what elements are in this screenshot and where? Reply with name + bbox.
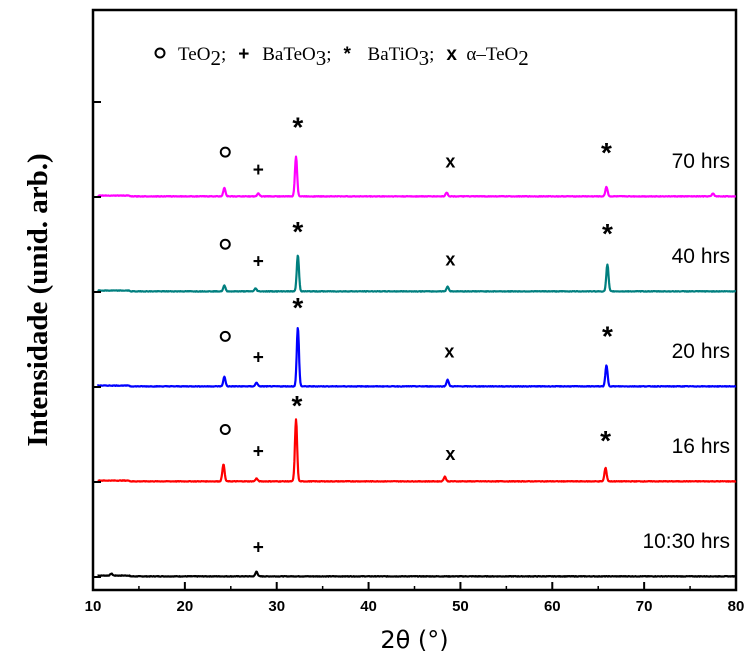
batio3-marker: * bbox=[602, 218, 613, 249]
tio2-marker bbox=[219, 146, 231, 158]
phase-markers: + + * x * + * x * + * x * + * x * bbox=[219, 112, 613, 558]
bateo3-marker: + bbox=[253, 251, 264, 272]
series-label: 10:30 hrs bbox=[642, 530, 730, 553]
alpha-teo2-marker: x bbox=[445, 152, 455, 172]
x-tick-label: 30 bbox=[268, 598, 285, 615]
series-labels: 10:30 hrs 16 hrs 20 hrs 40 hrs 70 hrs bbox=[642, 150, 730, 553]
series-label: 70 hrs bbox=[672, 150, 730, 173]
series-trace-2 bbox=[96, 327, 737, 388]
series-trace-4 bbox=[97, 155, 737, 198]
x-tick-label: 80 bbox=[728, 598, 745, 615]
tio2-marker bbox=[219, 424, 231, 435]
alpha-teo2-marker: x bbox=[445, 249, 455, 269]
series-trace-3 bbox=[96, 254, 737, 293]
batio3-marker: * bbox=[601, 137, 612, 168]
x-axis-ticks: 10 20 30 40 50 60 70 80 bbox=[85, 582, 745, 615]
legend-x-symbol: x bbox=[446, 44, 457, 65]
series-label: 16 hrs bbox=[672, 435, 730, 458]
tio2-marker bbox=[219, 330, 231, 342]
batio3-marker: * bbox=[602, 321, 613, 352]
legend-entry-0: TeO2; bbox=[178, 44, 226, 70]
x-tick-label: 10 bbox=[85, 598, 102, 615]
batio3-marker: * bbox=[292, 112, 303, 143]
series-label: 40 hrs bbox=[672, 245, 730, 268]
batio3-marker: * bbox=[291, 390, 302, 421]
legend-symbol: * bbox=[344, 44, 352, 65]
legend-entry-3: α–TeO2 bbox=[466, 44, 528, 70]
bateo3-marker: + bbox=[253, 441, 264, 462]
x-axis-label: 2θ (°) bbox=[380, 626, 448, 654]
bateo3-marker: + bbox=[253, 347, 264, 368]
plot-frame bbox=[91, 8, 738, 592]
x-tick-label: 60 bbox=[544, 598, 561, 615]
x-tick-label: 70 bbox=[636, 598, 653, 615]
y-axis-label: Intensidade (unid. arb.) bbox=[22, 153, 54, 446]
batio3-marker: * bbox=[292, 216, 303, 247]
legend-symbol: + bbox=[238, 44, 249, 65]
bateo3-marker: + bbox=[253, 537, 264, 558]
alpha-teo2-marker: x bbox=[444, 342, 454, 362]
legend: TeO2; + BaTeO3; * BaTiO3; x α–TeO2 bbox=[154, 44, 529, 70]
legend-circle-icon bbox=[154, 47, 166, 59]
x-tick-label: 50 bbox=[452, 598, 469, 615]
bateo3-marker: + bbox=[253, 160, 264, 181]
series-trace-0 bbox=[97, 570, 737, 578]
y-axis-ticks bbox=[93, 101, 101, 578]
batio3-marker: * bbox=[600, 425, 611, 456]
batio3-marker: * bbox=[292, 292, 303, 323]
legend-entry-2: BaTiO3; bbox=[368, 44, 435, 70]
series-traces bbox=[96, 155, 737, 578]
x-tick-label: 20 bbox=[177, 598, 194, 615]
series-label: 20 hrs bbox=[672, 340, 730, 363]
tio2-marker bbox=[219, 238, 231, 250]
alpha-teo2-marker: x bbox=[445, 444, 455, 464]
x-tick-label: 40 bbox=[360, 598, 377, 615]
series-trace-1 bbox=[97, 418, 737, 483]
legend-entry-1: BaTeO3; bbox=[262, 44, 331, 70]
